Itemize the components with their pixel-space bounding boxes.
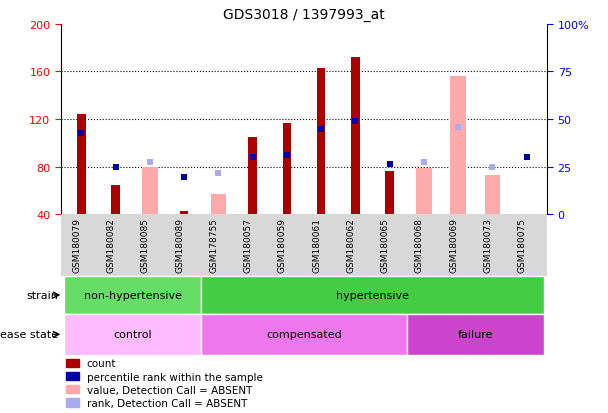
Text: GSM180082: GSM180082 bbox=[106, 218, 116, 273]
Text: GSM180068: GSM180068 bbox=[415, 218, 424, 273]
Text: non-hypertensive: non-hypertensive bbox=[84, 290, 182, 300]
Text: GSM180069: GSM180069 bbox=[449, 218, 458, 273]
Text: GSM180075: GSM180075 bbox=[517, 218, 527, 273]
Text: GSM178755: GSM178755 bbox=[209, 218, 218, 273]
Bar bbox=[283, 123, 291, 215]
Text: disease state: disease state bbox=[0, 330, 58, 339]
Bar bbox=[416, 169, 432, 215]
Bar bbox=[210, 195, 226, 215]
Bar bbox=[385, 172, 394, 215]
Text: GSM180079: GSM180079 bbox=[72, 218, 81, 273]
Bar bbox=[201, 277, 544, 314]
Legend: count, percentile rank within the sample, value, Detection Call = ABSENT, rank, : count, percentile rank within the sample… bbox=[66, 358, 263, 408]
Bar bbox=[451, 77, 466, 215]
Bar bbox=[111, 185, 120, 215]
Bar bbox=[201, 314, 407, 355]
Text: control: control bbox=[114, 330, 152, 339]
Text: GSM180073: GSM180073 bbox=[483, 218, 492, 273]
Bar bbox=[64, 314, 201, 355]
Bar bbox=[77, 115, 86, 215]
Text: GSM180089: GSM180089 bbox=[175, 218, 184, 273]
Text: GSM180065: GSM180065 bbox=[381, 218, 390, 273]
Bar bbox=[64, 277, 201, 314]
Text: GSM180059: GSM180059 bbox=[278, 218, 287, 273]
Bar bbox=[180, 211, 188, 215]
Bar bbox=[142, 167, 157, 215]
Bar bbox=[248, 138, 257, 215]
Bar bbox=[351, 58, 360, 215]
Text: failure: failure bbox=[457, 330, 493, 339]
Text: strain: strain bbox=[27, 290, 58, 300]
Text: compensated: compensated bbox=[266, 330, 342, 339]
Title: GDS3018 / 1397993_at: GDS3018 / 1397993_at bbox=[223, 8, 385, 22]
Text: hypertensive: hypertensive bbox=[336, 290, 409, 300]
Bar bbox=[407, 314, 544, 355]
Text: GSM180057: GSM180057 bbox=[244, 218, 252, 273]
Text: GSM180061: GSM180061 bbox=[312, 218, 321, 273]
Bar bbox=[485, 176, 500, 215]
Bar bbox=[317, 69, 325, 215]
Text: GSM180085: GSM180085 bbox=[141, 218, 150, 273]
Text: GSM180062: GSM180062 bbox=[347, 218, 356, 273]
